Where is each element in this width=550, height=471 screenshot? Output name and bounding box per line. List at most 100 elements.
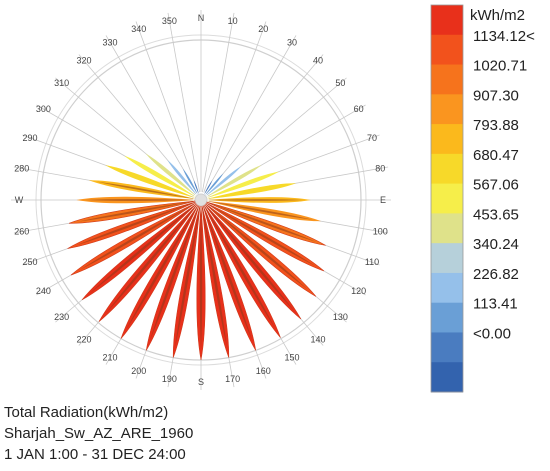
legend-label: 793.88 [473, 117, 519, 134]
direction-label-200: 200 [131, 366, 146, 376]
petal-core-270 [85, 199, 195, 201]
legend-label: 680.47 [473, 147, 519, 164]
direction-label-300: 300 [36, 104, 51, 114]
legend-swatch [431, 213, 463, 244]
direction-label-260: 260 [14, 227, 29, 237]
legend-label: 340.24 [473, 236, 519, 253]
direction-label-320: 320 [76, 56, 91, 66]
direction-spoke [205, 54, 324, 195]
legend-label: 453.65 [473, 206, 519, 223]
petal-340 [193, 179, 199, 195]
legend-label: 226.82 [473, 266, 519, 283]
legend-swatch [431, 183, 463, 214]
petal-core-120 [206, 203, 316, 267]
period-label: 1 JAN 1:00 - 31 DEC 24:00 [4, 446, 186, 463]
direction-label-N: N [198, 13, 205, 23]
legend-swatch [431, 94, 463, 125]
direction-label-240: 240 [36, 286, 51, 296]
direction-label-190: 190 [162, 374, 177, 384]
petal-330 [182, 168, 198, 195]
petal-290 [105, 165, 196, 198]
direction-label-30: 30 [287, 37, 297, 47]
legend-swatch [431, 332, 463, 363]
legend-swatch [431, 362, 463, 393]
direction-label-220: 220 [76, 334, 91, 344]
direction-label-310: 310 [54, 78, 69, 88]
direction-label-160: 160 [256, 366, 271, 376]
direction-spoke [204, 35, 297, 194]
direction-label-150: 150 [284, 353, 299, 363]
direction-label-70: 70 [367, 133, 377, 143]
petal-core-170 [202, 205, 227, 347]
legend-unit: kWh/m2 [470, 7, 525, 24]
direction-label-120: 120 [351, 286, 366, 296]
direction-label-130: 130 [333, 312, 348, 322]
petal-core-210 [126, 205, 198, 329]
petal-40 [204, 173, 224, 196]
legend-swatch [431, 34, 463, 66]
chart-title: Total Radiation(kWh/m2) [4, 404, 169, 421]
petal-320 [167, 159, 198, 196]
petal-60 [206, 165, 262, 197]
direction-label-E: E [380, 195, 386, 205]
petal-core-250 [76, 202, 196, 246]
petal-core-130 [205, 203, 308, 290]
direction-spoke [105, 35, 198, 194]
petal-80 [206, 183, 296, 199]
legend-label: 567.06 [473, 177, 519, 194]
petal-70 [206, 171, 280, 198]
legend-label: 113.41 [473, 296, 518, 313]
petal-core-100 [206, 201, 313, 220]
petal-core-240 [80, 203, 196, 270]
direction-label-250: 250 [22, 257, 37, 267]
petal-core-260 [78, 201, 196, 222]
direction-label-110: 110 [365, 257, 379, 267]
petal-core-200 [150, 205, 199, 340]
direction-label-280: 280 [14, 163, 29, 173]
direction-label-80: 80 [375, 163, 385, 173]
legend-label: <0.00 [473, 325, 511, 342]
direction-label-50: 50 [335, 78, 345, 88]
direction-label-290: 290 [22, 133, 37, 143]
direction-label-330: 330 [102, 37, 117, 47]
legend-label: 907.30 [473, 87, 519, 104]
direction-label-140: 140 [310, 334, 325, 344]
direction-label-340: 340 [131, 24, 146, 34]
legend-swatch [431, 153, 463, 185]
petal-30 [204, 180, 213, 195]
direction-label-170: 170 [225, 374, 240, 384]
petal-310 [145, 153, 197, 197]
legend-swatch [431, 5, 463, 36]
petal-core-160 [203, 205, 252, 340]
direction-label-350: 350 [162, 16, 177, 26]
petal-300 [124, 155, 196, 197]
petal-core-180 [199, 206, 203, 349]
location-label: Sharjah_Sw_AZ_ARE_1960 [4, 425, 194, 442]
direction-label-100: 100 [373, 227, 388, 237]
direction-label-W: W [15, 195, 24, 205]
direction-label-10: 10 [228, 16, 238, 26]
legend-swatch [431, 243, 463, 274]
petal-core-220 [106, 204, 198, 314]
petal-core-140 [204, 204, 294, 311]
direction-label-20: 20 [258, 24, 268, 34]
petal-core-280 [96, 181, 196, 199]
legend-frame [430, 4, 464, 393]
legend-swatch [431, 302, 463, 333]
legend-swatch [431, 272, 463, 304]
direction-label-40: 40 [313, 56, 323, 66]
direction-spoke [135, 21, 199, 193]
petal-core-150 [204, 205, 275, 328]
direction-spoke [201, 12, 235, 193]
petal-core-230 [90, 203, 197, 293]
direction-label-60: 60 [354, 104, 364, 114]
petal-50 [205, 166, 242, 197]
direction-label-230: 230 [54, 312, 69, 322]
direction-label-S: S [198, 377, 204, 387]
petal-core-110 [206, 202, 317, 243]
legend-swatch [431, 124, 463, 155]
legend-swatch [431, 64, 463, 95]
direction-spoke [167, 12, 201, 193]
